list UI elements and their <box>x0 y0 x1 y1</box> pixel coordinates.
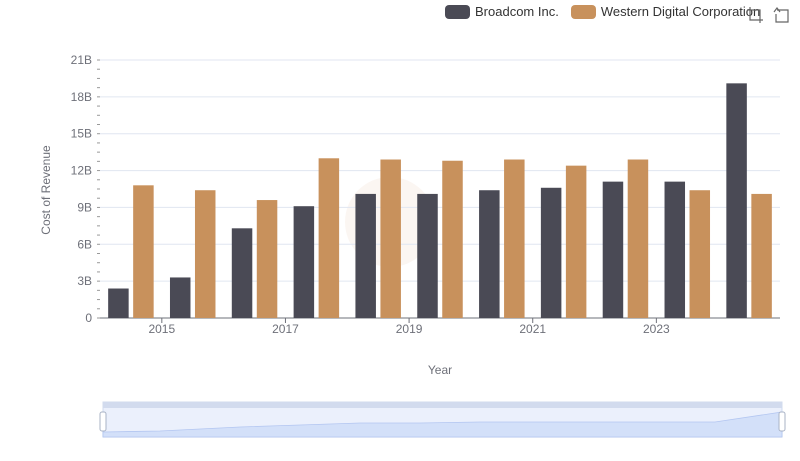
y-tick-label: 12B <box>71 164 92 178</box>
y-tick-label: 15B <box>71 127 92 141</box>
legend-label-broadcom: Broadcom Inc. <box>475 4 559 19</box>
y-tick-label: 3B <box>77 274 92 288</box>
x-tick-label: 2015 <box>148 322 175 336</box>
bar-broadcom-2017[interactable] <box>293 206 315 318</box>
x-tick-label: 2019 <box>396 322 423 336</box>
zoom-icon[interactable] <box>746 6 764 24</box>
legend: Broadcom Inc. Western Digital Corporatio… <box>445 4 772 19</box>
x-tick-label: 2023 <box>643 322 670 336</box>
bar-broadcom-2020[interactable] <box>479 190 500 318</box>
bar-western-digital-2020[interactable] <box>504 159 525 318</box>
bar-western-digital-2016[interactable] <box>256 200 278 318</box>
datazoom-move-bar[interactable] <box>103 402 782 408</box>
restore-icon[interactable] <box>773 6 791 24</box>
y-axis-title: Cost of Revenue <box>39 145 53 235</box>
bar-broadcom-2023[interactable] <box>664 181 686 318</box>
bar-western-digital-2017[interactable] <box>318 158 340 318</box>
y-axis-ticks: 0 3B 6B 9B 12B 15B 18B 21B <box>71 53 100 325</box>
bar-western-digital-2015[interactable] <box>194 190 216 318</box>
bar-western-digital-2018[interactable] <box>380 159 401 318</box>
legend-swatch-western-digital <box>570 4 596 19</box>
bar-broadcom-2018[interactable] <box>355 193 376 318</box>
x-axis-title: Year <box>428 363 452 377</box>
y-tick-label: 0 <box>85 311 92 325</box>
datazoom-left-handle[interactable] <box>99 411 107 432</box>
bar-western-digital-2024[interactable] <box>751 193 772 318</box>
y-tick-label: 6B <box>77 237 92 251</box>
legend-item-western-digital[interactable]: Western Digital Corporation <box>570 4 761 19</box>
y-tick-label: 21B <box>71 53 92 67</box>
legend-item-broadcom[interactable]: Broadcom Inc. <box>445 4 559 19</box>
bar-broadcom-2024[interactable] <box>726 83 747 318</box>
bar-broadcom-2022[interactable] <box>602 181 624 318</box>
bar-western-digital-2022[interactable] <box>627 159 649 318</box>
bar-broadcom-2021[interactable] <box>540 187 562 318</box>
bar-western-digital-2021[interactable] <box>565 165 587 318</box>
bar-western-digital-2023[interactable] <box>689 190 711 318</box>
x-tick-label: 2021 <box>519 322 546 336</box>
x-axis: 2015 2017 2019 2021 2023 <box>100 317 780 336</box>
bar-broadcom-2016[interactable] <box>231 228 253 318</box>
datazoom-right-handle[interactable] <box>778 411 786 432</box>
x-tick-label: 2017 <box>272 322 299 336</box>
bar-western-digital-2019[interactable] <box>442 160 463 318</box>
legend-swatch-broadcom <box>445 4 470 19</box>
y-tick-label: 18B <box>71 90 92 104</box>
bar-western-digital-2014[interactable] <box>133 185 154 318</box>
bars <box>108 83 772 318</box>
legend-label-western-digital: Western Digital Corporation <box>600 4 761 19</box>
data-zoom-slider[interactable] <box>99 401 786 438</box>
bar-broadcom-2015[interactable] <box>169 277 191 318</box>
y-tick-label: 9B <box>77 200 92 214</box>
bar-broadcom-2019[interactable] <box>417 193 438 318</box>
bar-broadcom-2014[interactable] <box>108 288 129 318</box>
